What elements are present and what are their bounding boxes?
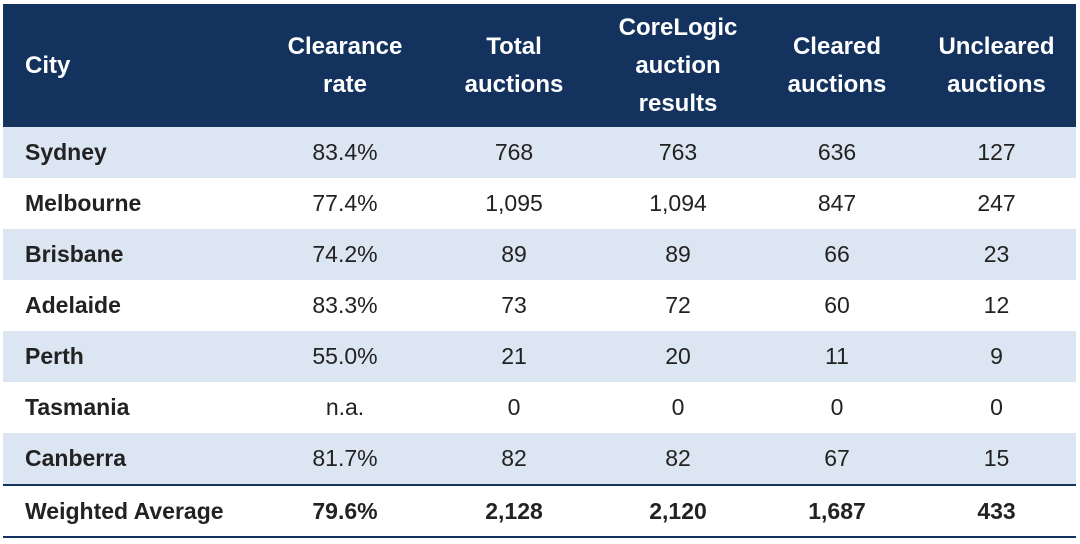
cell-cleared-auctions: 60 [757, 280, 917, 331]
cell-total-auctions: 89 [429, 229, 599, 280]
cell-total-auctions: 0 [429, 382, 599, 433]
cell-clearance-rate: 81.7% [261, 433, 429, 485]
cell-cleared-auctions: 636 [757, 127, 917, 178]
cell-uncleared-auctions: 0 [917, 382, 1076, 433]
total-clearance-rate: 79.6% [261, 484, 429, 538]
cell-corelogic-auction-results: 0 [599, 382, 757, 433]
city-name-cell: Brisbane [3, 229, 261, 280]
cell-corelogic-auction-results: 763 [599, 127, 757, 178]
cell-uncleared-auctions: 127 [917, 127, 1076, 178]
column-header-city: City [3, 4, 261, 127]
column-header-cleared-auctions: Cleared auctions [757, 4, 917, 127]
cell-cleared-auctions: 66 [757, 229, 917, 280]
total-uncleared-auctions: 433 [917, 484, 1076, 538]
cell-total-auctions: 768 [429, 127, 599, 178]
column-header-total-auctions: Total auctions [429, 4, 599, 127]
table-row: Tasmania n.a. 0 0 0 0 [3, 382, 1076, 433]
cell-corelogic-auction-results: 1,094 [599, 178, 757, 229]
total-corelogic-auction-results: 2,120 [599, 484, 757, 538]
city-name-cell: Adelaide [3, 280, 261, 331]
cell-total-auctions: 1,095 [429, 178, 599, 229]
table-row: Adelaide 83.3% 73 72 60 12 [3, 280, 1076, 331]
column-header-corelogic-auction-results: CoreLogic auction results [599, 4, 757, 127]
city-name-cell: Perth [3, 331, 261, 382]
total-label-cell: Weighted Average [3, 484, 261, 538]
cell-cleared-auctions: 0 [757, 382, 917, 433]
total-total-auctions: 2,128 [429, 484, 599, 538]
cell-clearance-rate: n.a. [261, 382, 429, 433]
cell-uncleared-auctions: 15 [917, 433, 1076, 485]
auction-results-table: City Clearance rate Total auctions CoreLogic a… [3, 4, 1076, 538]
column-header-uncleared-auctions: Uncleared auctions [917, 4, 1076, 127]
table-body: Sydney 83.4% 768 763 636 127 Melbourne 77.4% 1,0… [3, 127, 1076, 538]
cell-cleared-auctions: 847 [757, 178, 917, 229]
header-row: City Clearance rate Total auctions CoreLogic a… [3, 4, 1076, 127]
cell-corelogic-auction-results: 20 [599, 331, 757, 382]
weighted-average-row: Weighted Average 79.6% 2,128 2,120 1,687 433 [3, 484, 1076, 538]
city-name-cell: Canberra [3, 433, 261, 485]
auction-results-table-container: City Clearance rate Total auctions CoreLogic a… [3, 4, 1076, 538]
column-header-line: auctions [947, 70, 1046, 98]
cell-corelogic-auction-results: 72 [599, 280, 757, 331]
cell-clearance-rate: 77.4% [261, 178, 429, 229]
cell-uncleared-auctions: 9 [917, 331, 1076, 382]
column-header-line: City [25, 51, 71, 79]
column-header-line: Clearance [287, 32, 403, 60]
table-row: Perth 55.0% 21 20 11 9 [3, 331, 1076, 382]
city-name-cell: Tasmania [3, 382, 261, 433]
cell-clearance-rate: 74.2% [261, 229, 429, 280]
cell-total-auctions: 73 [429, 280, 599, 331]
cell-uncleared-auctions: 247 [917, 178, 1076, 229]
city-name-cell: Sydney [3, 127, 261, 178]
column-header-clearance-rate: Clearance rate [261, 4, 429, 127]
column-header-line: CoreLogic [618, 13, 738, 41]
cell-corelogic-auction-results: 89 [599, 229, 757, 280]
total-cleared-auctions: 1,687 [757, 484, 917, 538]
column-header-line: results [638, 89, 718, 117]
cell-cleared-auctions: 11 [757, 331, 917, 382]
table-header: City Clearance rate Total auctions CoreLogic a… [3, 4, 1076, 127]
cell-total-auctions: 82 [429, 433, 599, 485]
column-header-line: Total [486, 32, 542, 60]
cell-clearance-rate: 55.0% [261, 331, 429, 382]
cell-clearance-rate: 83.3% [261, 280, 429, 331]
column-header-line: auction [635, 51, 721, 79]
column-header-line: auctions [787, 70, 887, 98]
city-name-cell: Melbourne [3, 178, 261, 229]
cell-cleared-auctions: 67 [757, 433, 917, 485]
table-row: Sydney 83.4% 768 763 636 127 [3, 127, 1076, 178]
cell-uncleared-auctions: 23 [917, 229, 1076, 280]
column-header-line: Cleared [792, 32, 882, 60]
column-header-line: Uncleared [938, 32, 1055, 60]
table-row: Melbourne 77.4% 1,095 1,094 847 247 [3, 178, 1076, 229]
column-header-line: auctions [464, 70, 564, 98]
cell-corelogic-auction-results: 82 [599, 433, 757, 485]
cell-total-auctions: 21 [429, 331, 599, 382]
table-row: Canberra 81.7% 82 82 67 15 [3, 433, 1076, 485]
table-row: Brisbane 74.2% 89 89 66 23 [3, 229, 1076, 280]
column-header-line: rate [322, 70, 368, 98]
cell-uncleared-auctions: 12 [917, 280, 1076, 331]
cell-clearance-rate: 83.4% [261, 127, 429, 178]
